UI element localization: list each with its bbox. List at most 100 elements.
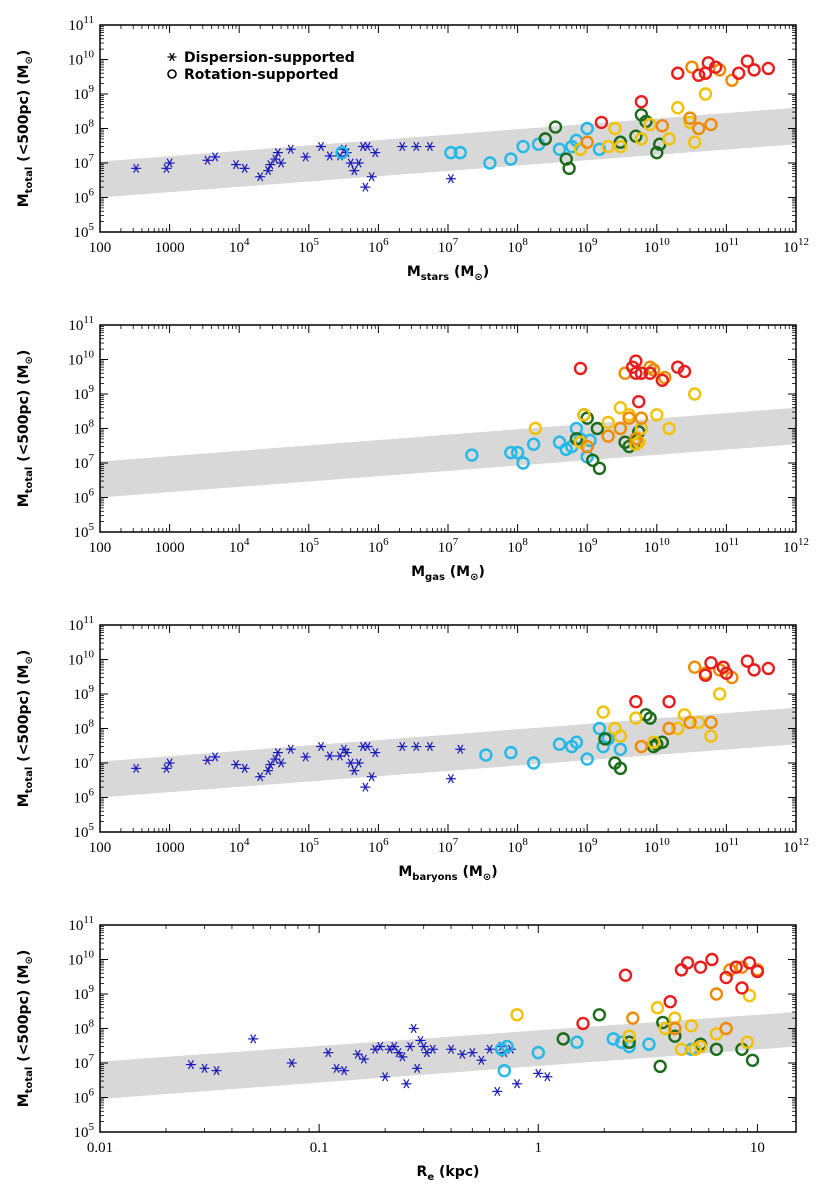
star-point-dispersion-7 xyxy=(255,772,266,782)
x-tick-label: 100 xyxy=(89,540,112,556)
circle-point-rot_green-4 xyxy=(613,135,628,149)
y-tick-label: 106 xyxy=(74,787,95,807)
y-axis-label: Mtotal (<500pc) (M⊙) xyxy=(16,50,35,208)
y-tick-label: 1010 xyxy=(68,949,95,969)
circle-point-rot_cyan-10 xyxy=(613,742,628,756)
y-tick-label: 105 xyxy=(74,221,95,241)
star-point-dispersion-14 xyxy=(300,752,311,762)
x-tick-label: 1010 xyxy=(644,836,671,856)
circle-point-rot_green-5 xyxy=(592,461,607,476)
x-tick-label: 1012 xyxy=(783,236,809,256)
circle-point-rot_cyan-1 xyxy=(504,745,518,760)
star-point-dispersion-26 xyxy=(366,772,377,782)
circle-point-rot_yellow-0 xyxy=(596,705,610,719)
x-tick-label: 1011 xyxy=(714,836,740,856)
star-point-dispersion-28 xyxy=(397,141,408,152)
star-point-dispersion-9 xyxy=(265,759,276,770)
panel-3: 100 1000 104 105 106 107 108 109 1010 1011 1012 105… xyxy=(16,614,809,883)
x-tick-label: 108 xyxy=(507,536,528,556)
x-tick-label: 106 xyxy=(368,836,389,856)
circle-point-rot_green-1 xyxy=(548,120,563,134)
star-point-dispersion-21 xyxy=(349,766,360,776)
circle-point-rot_red-1 xyxy=(634,94,649,109)
star-point-dispersion-25 xyxy=(362,741,373,752)
circle-point-rot_green-2 xyxy=(613,761,628,776)
x-tick-label: 108 xyxy=(507,836,528,856)
circle-point-rot_yellow-6 xyxy=(684,1019,699,1033)
star-point-dispersion-20 xyxy=(412,1063,423,1073)
star-point-dispersion-11 xyxy=(272,147,283,158)
star-point-dispersion-5 xyxy=(231,159,242,170)
x-tick-label: 1 xyxy=(535,1140,543,1156)
star-point-dispersion-15 xyxy=(316,141,327,152)
x-tick-label: 1011 xyxy=(714,536,740,556)
star-point-dispersion-21 xyxy=(349,166,360,176)
circle-point-rot_yellow-10 xyxy=(698,87,713,101)
data-points xyxy=(131,654,776,792)
star-point-dispersion-12 xyxy=(276,158,287,168)
star-point-dispersion-27 xyxy=(370,147,381,158)
x-tick-label: 1000 xyxy=(155,840,185,856)
x-axis-label: Mbaryons (M⊙) xyxy=(398,864,497,883)
circle-point-rot_red-4 xyxy=(680,956,695,970)
y-tick-label: 105 xyxy=(74,1121,95,1141)
star-point-dispersion-30 xyxy=(424,141,435,152)
circle-point-rot_yellow-8 xyxy=(693,1039,708,1054)
circle-point-rot_green-3 xyxy=(653,1059,667,1074)
star-point-dispersion-11 xyxy=(375,1041,386,1052)
circle-point-rot_cyan-3 xyxy=(516,456,530,470)
circle-point-rot_red-4 xyxy=(629,354,643,368)
circle-point-rot_yellow-0 xyxy=(528,421,543,436)
circle-point-rot_red-1 xyxy=(662,694,676,709)
circle-point-rot_orange-8 xyxy=(725,73,739,87)
circle-point-rot_green-5 xyxy=(668,1029,682,1043)
y-axis-label: Mtotal (<500pc) (M⊙) xyxy=(16,350,35,508)
star-point-dispersion-6 xyxy=(239,763,250,773)
circle-point-rot_red-8 xyxy=(740,54,755,68)
circle-point-rot_orange-6 xyxy=(634,411,649,425)
circle-point-rot_yellow-8 xyxy=(683,115,697,130)
data-points xyxy=(185,952,765,1097)
y-tick-label: 108 xyxy=(74,418,95,438)
scatter-band xyxy=(100,407,796,498)
star-point-dispersion-4 xyxy=(286,1058,297,1068)
circle-point-rot_red-9 xyxy=(735,981,749,995)
legend-star-icon xyxy=(167,52,177,62)
circle-point-rot_cyan-0 xyxy=(497,1063,512,1078)
x-tick-label: 10 xyxy=(750,1140,765,1156)
x-tick-label: 0.01 xyxy=(87,1140,113,1156)
circle-point-rot_green-9 xyxy=(745,1053,760,1067)
circle-point-rot_red-5 xyxy=(632,394,646,409)
circle-point-rot_red-9 xyxy=(677,364,692,379)
y-tick-label: 107 xyxy=(74,752,95,772)
x-tick-label: 0.1 xyxy=(310,1140,329,1156)
x-tick-label: 104 xyxy=(229,836,250,856)
star-point-dispersion-18 xyxy=(405,1041,416,1052)
circle-point-rot_green-8 xyxy=(650,145,664,160)
scatter-band xyxy=(100,1012,796,1100)
circle-point-rot_green-4 xyxy=(656,1015,670,1030)
x-tick-label: 109 xyxy=(577,236,598,256)
x-tick-label: 106 xyxy=(368,236,389,256)
circle-point-rot_red-6 xyxy=(708,60,723,74)
circle-point-rot_orange-0 xyxy=(580,135,594,149)
circle-point-rot_yellow-5 xyxy=(671,721,685,736)
star-point-dispersion-3 xyxy=(202,155,213,165)
y-tick-label: 107 xyxy=(74,152,95,172)
circle-point-rot_yellow-7 xyxy=(692,715,706,730)
circle-point-rot_red-6 xyxy=(643,366,657,380)
x-tick-label: 1012 xyxy=(783,536,809,556)
panel-1: 100 1000 104 105 106 107 108 109 1010 1011 1012 105… xyxy=(16,14,809,283)
y-tick-label: 106 xyxy=(74,187,95,207)
star-point-dispersion-29 xyxy=(484,1044,495,1054)
star-point-dispersion-8 xyxy=(263,166,274,176)
circle-point-rot_green-0 xyxy=(598,732,612,746)
circle-point-rot_orange-6 xyxy=(704,117,718,132)
circle-point-rot_yellow-3 xyxy=(658,1021,673,1036)
star-point-dispersion-8 xyxy=(352,1049,363,1059)
star-point-dispersion-5 xyxy=(231,759,242,770)
circle-point-rot_red-7 xyxy=(655,373,670,387)
y-tick-label: 1011 xyxy=(68,614,94,634)
circle-point-rot_cyan-3 xyxy=(531,1045,545,1060)
circle-point-rot_orange-5 xyxy=(704,715,718,730)
